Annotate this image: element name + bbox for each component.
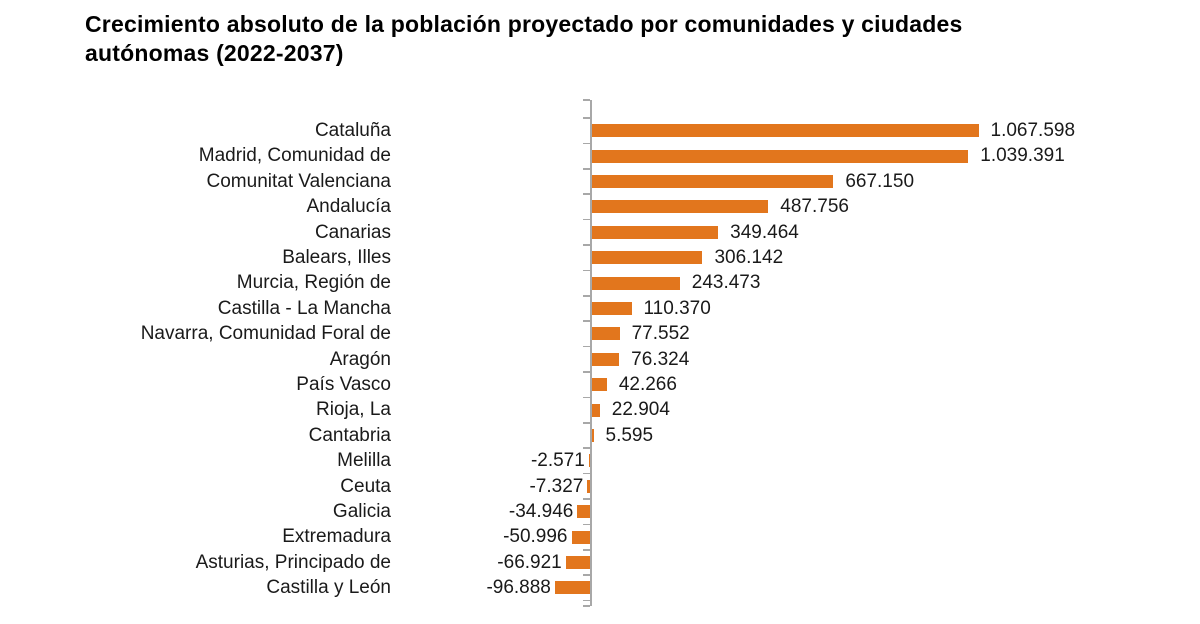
bar: [591, 302, 632, 315]
category-label: Cantabria: [308, 424, 391, 446]
bar: [588, 454, 590, 468]
bar: [591, 149, 969, 163]
value-label: -34.946: [508, 501, 574, 522]
category-label: Extremadura: [282, 526, 391, 548]
bar: [591, 352, 620, 366]
category-label: Cataluña: [314, 120, 391, 141]
axis-tick: [583, 447, 590, 449]
value-label: -50.996: [503, 526, 568, 548]
bar: [591, 225, 719, 239]
bar: [565, 556, 590, 569]
axis-tick: [583, 117, 590, 119]
axis-tick: [583, 574, 590, 576]
value-label: 22.904: [611, 399, 670, 421]
category-label: Ceuta: [340, 475, 391, 497]
bar: [571, 530, 590, 544]
category-label: Balears, Illes: [282, 247, 391, 268]
value-label: -7.327: [529, 475, 584, 497]
axis-tick: [583, 295, 590, 297]
bar: [591, 378, 607, 392]
category-label: Castilla y León: [266, 577, 391, 599]
axis-tick: [583, 99, 590, 101]
axis-tick: [583, 498, 590, 500]
axis-tick: [583, 218, 590, 221]
bar: [591, 124, 979, 138]
axis-tick: [583, 422, 590, 424]
value-label: 1.067.598: [990, 120, 1076, 141]
category-label: Aragón: [329, 348, 391, 370]
value-label: 349.464: [730, 221, 799, 243]
axis-tick: [583, 269, 590, 272]
value-label: 5.595: [605, 424, 654, 446]
value-label: -96.888: [486, 577, 551, 599]
category-label: Castilla - La Mancha: [217, 297, 391, 319]
bar-chart: Cataluña 1.067.598 Madrid, Comunidad de 1.0…: [0, 99, 1200, 624]
category-label: Navarra, Comunidad Foral de: [140, 323, 391, 345]
bar: [591, 251, 703, 265]
value-label: 306.142: [714, 247, 784, 268]
axis-tick: [583, 523, 590, 526]
axis-tick: [583, 605, 590, 607]
category-label: Melilla: [337, 450, 391, 472]
category-label: Asturias, Principado de: [195, 551, 391, 573]
value-label: -2.571: [530, 450, 585, 472]
bar: [591, 200, 769, 214]
value-label: 77.552: [631, 323, 690, 345]
bar: [591, 175, 834, 188]
axis-tick: [583, 168, 590, 170]
axis-tick: [583, 142, 590, 145]
chart-title-line-1: Crecimiento absoluto de la población pro…: [85, 11, 963, 37]
value-label: 1.039.391: [980, 145, 1065, 167]
bar: [591, 429, 594, 442]
value-label: 667.150: [845, 170, 915, 192]
bar: [587, 479, 590, 493]
bar: [591, 276, 680, 290]
category-label: Murcia, Región de: [236, 272, 391, 294]
bar: [591, 403, 600, 417]
category-label: Rioja, La: [316, 399, 391, 421]
axis-tick: [583, 371, 590, 373]
category-label: Canarias: [314, 221, 391, 243]
axis-tick: [583, 345, 590, 348]
category-label: Galicia: [332, 501, 391, 522]
value-label: 487.756: [780, 196, 849, 218]
axis-tick: [583, 472, 590, 475]
value-label: 42.266: [618, 374, 677, 395]
bar: [577, 505, 590, 519]
category-label: Madrid, Comunidad de: [198, 145, 391, 167]
axis-tick: [583, 244, 590, 246]
bar: [591, 327, 620, 341]
axis-tick: [583, 599, 590, 602]
category-axis-line: [590, 100, 592, 606]
axis-tick: [583, 193, 590, 195]
axis-tick: [583, 320, 590, 322]
chart-title-line-2: autónomas (2022-2037): [85, 40, 344, 66]
category-label: Andalucía: [306, 196, 391, 218]
category-label: Comunitat Valenciana: [206, 170, 391, 192]
value-label: -66.921: [497, 551, 562, 573]
value-label: 110.370: [643, 297, 711, 319]
axis-tick: [583, 396, 590, 399]
bar: [554, 581, 590, 595]
category-label: País Vasco: [296, 374, 391, 395]
axis-tick: [583, 549, 590, 551]
value-label: 243.473: [691, 272, 761, 294]
chart-title: Crecimiento absoluto de la población pro…: [85, 10, 1155, 68]
value-label: 76.324: [631, 348, 690, 370]
